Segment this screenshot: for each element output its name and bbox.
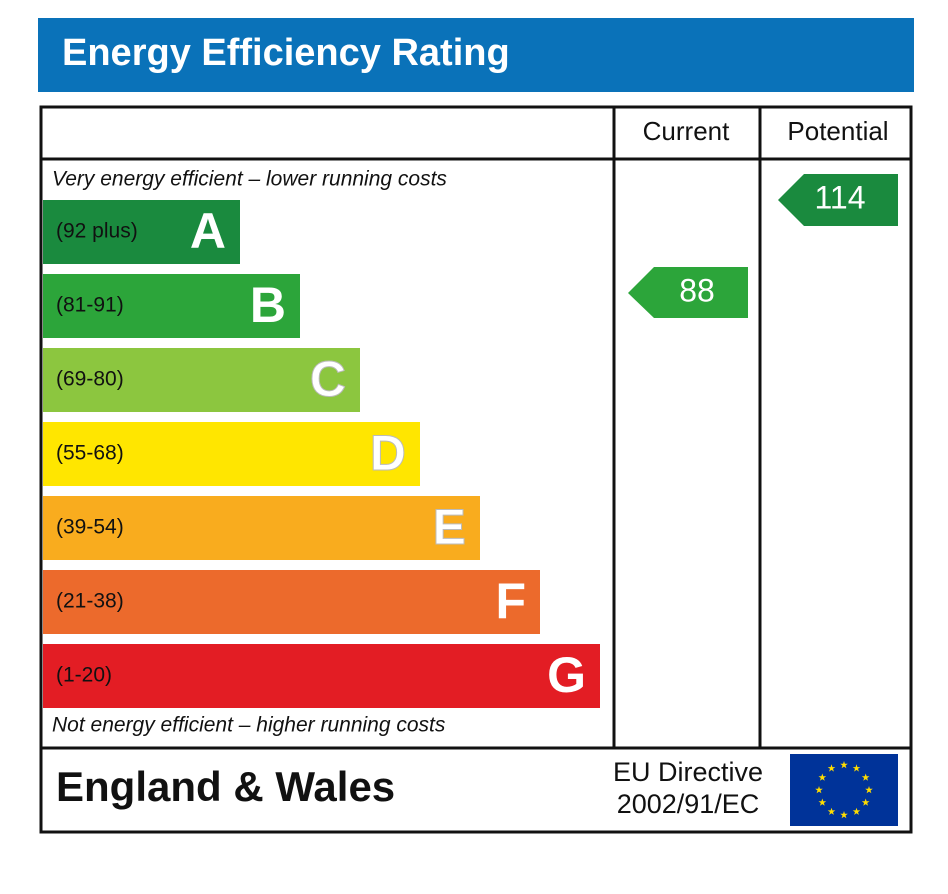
band-bar <box>43 348 360 412</box>
band-range: (1-20) <box>56 664 112 687</box>
band-letter: E <box>433 499 466 555</box>
bands: (92 plus) A (81-91) B (69-80) C (55-68) D (39-54… <box>43 200 600 708</box>
eu-star <box>827 807 836 815</box>
band-range: (39-54) <box>56 516 124 539</box>
band-bar <box>43 570 540 634</box>
frame <box>39 105 913 834</box>
potential-header: Potential <box>787 116 888 146</box>
region: England & Wales <box>56 763 395 810</box>
band-bar <box>43 496 480 560</box>
band-letter: F <box>495 573 526 629</box>
band-letter: D <box>370 425 406 481</box>
band-letter: G <box>547 647 586 703</box>
title: Energy Efficiency Rating <box>62 32 510 74</box>
eu-star <box>818 773 827 781</box>
current-header: Current <box>643 116 730 146</box>
band-range: (21-38) <box>56 590 124 613</box>
band-bar <box>43 644 600 708</box>
title-bar <box>38 18 914 92</box>
band-letter: A <box>190 203 226 259</box>
band-range: (69-80) <box>56 368 124 391</box>
current-arrow <box>628 267 748 318</box>
eu-star <box>852 807 861 815</box>
bottom-note: Not energy efficient – higher running co… <box>52 714 446 737</box>
band-bar <box>43 200 240 264</box>
eu-star <box>865 786 873 794</box>
directive: 2002/91/EC <box>617 789 760 819</box>
directive: EU Directive <box>613 757 763 787</box>
eu-star <box>840 761 848 769</box>
band-bar <box>43 274 300 338</box>
current-value: 88 <box>679 272 715 308</box>
band-bar <box>43 422 420 486</box>
potential-arrow <box>778 174 898 226</box>
eu-star <box>852 764 861 772</box>
eu-star <box>827 764 836 772</box>
eu-star <box>815 786 823 794</box>
band-range: (92 plus) <box>56 220 138 243</box>
eu-star <box>861 798 870 806</box>
band-range: (81-91) <box>56 294 124 317</box>
eu-star <box>818 798 827 806</box>
eu-star <box>861 773 870 781</box>
top-note: Very energy efficient – lower running co… <box>52 168 447 191</box>
band-range: (55-68) <box>56 442 124 465</box>
eu-star <box>840 811 848 819</box>
band-letter: B <box>250 277 286 333</box>
eu-stars <box>815 761 873 819</box>
band-letter: C <box>310 351 346 407</box>
potential-value: 114 <box>814 179 865 215</box>
